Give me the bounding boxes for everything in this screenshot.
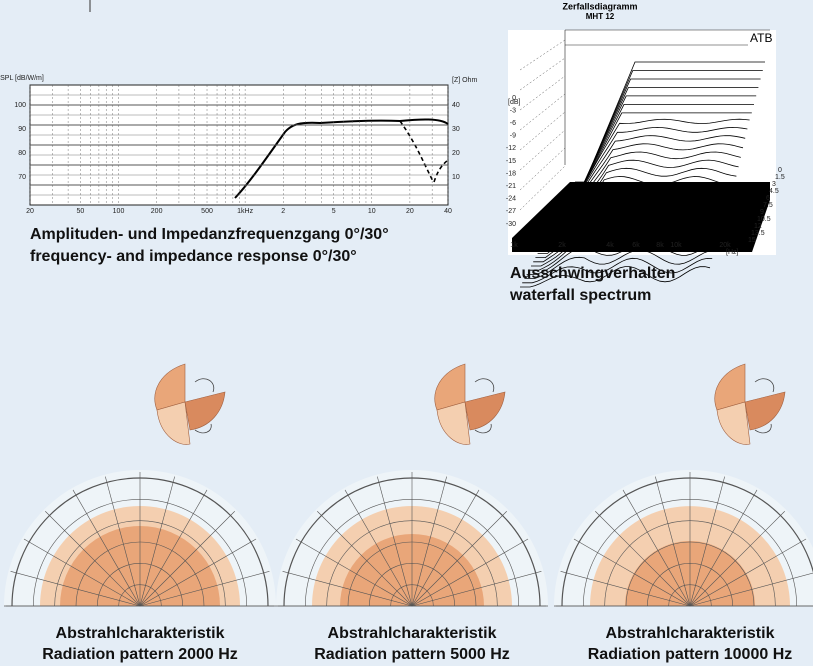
caption: Ausschwingverhalten [510, 265, 675, 282]
caption: Radiation pattern 2000 Hz [42, 646, 238, 663]
y-tick-label: 80 [18, 150, 26, 157]
y-tick-label: -30 [506, 221, 516, 228]
x-tick-label: 4k [606, 242, 614, 249]
time-tick-label: 15 [748, 237, 756, 244]
time-tick-label: 7.5 [763, 202, 773, 209]
title: Zerfallsdiagramm [562, 1, 637, 11]
x-tick-label: 100 [113, 208, 125, 215]
time-tick-label: 0 [778, 167, 782, 174]
y-tick-label: 70 [18, 174, 26, 181]
y-tick-label: -18 [506, 170, 516, 177]
y-axis-label: [dB] [508, 99, 521, 106]
x-tick-label: 6k [632, 242, 640, 249]
caption: Abstrahlcharakteristik [606, 625, 775, 642]
y-tick-label: 100 [14, 102, 26, 109]
x-tick-label: 20 [26, 208, 34, 215]
x-tick-label: 8k [656, 242, 664, 249]
series-label: ATB [750, 31, 772, 45]
time-tick-label: 4.5 [769, 188, 779, 195]
y-tick-label: -21 [506, 183, 516, 190]
y2-tick-label: 40 [452, 102, 460, 109]
caption: Amplituden- und Impedanzfrequenzgang 0°/… [30, 226, 389, 243]
caption: Radiation pattern 10000 Hz [588, 646, 793, 663]
time-tick-label: 6 [766, 195, 770, 202]
subtitle: MHT 12 [586, 12, 615, 21]
y2-axis-label: [Z] Ohm [452, 77, 477, 84]
response-chart: 20 50 100 200 500 1kHz 2 5 10 20 40 100 90 80 70 40 30 20… [0, 75, 477, 215]
caption: Radiation pattern 5000 Hz [314, 646, 510, 663]
y-tick-label: -24 [506, 196, 516, 203]
time-tick-label: 10.5 [757, 216, 771, 223]
time-tick-label: 3 [772, 181, 776, 188]
x-tick-label: 20 [406, 208, 414, 215]
caption: Abstrahlcharakteristik [328, 625, 497, 642]
time-tick-label: 1.5 [775, 174, 785, 181]
x-tick-label: 1kHz [237, 208, 253, 215]
x-tick-label: 2k [558, 242, 566, 249]
waterfall-chart: 0 -3 -6 -9 -12 -15 -18 -21 -24 -27 -30 [dB] 1k 2k 4k 6k… [506, 1, 785, 287]
time-tick-label: 13.5 [751, 230, 765, 237]
y2-tick-label: 20 [452, 150, 460, 157]
x-tick-label: 40 [444, 208, 452, 215]
y-tick-label: -27 [506, 208, 516, 215]
x-tick-label: 2 [281, 208, 285, 215]
time-tick-label: 12 [754, 223, 762, 230]
page: 20501002005001kHz25102040100908070403020… [0, 0, 813, 666]
y-tick-label: -9 [510, 133, 516, 140]
x-tick-label: 200 [151, 208, 163, 215]
y-tick-label: 90 [18, 126, 26, 133]
x-tick-label: 10 [368, 208, 376, 215]
x-unit: [Hz] [726, 249, 739, 256]
caption: waterfall spectrum [509, 287, 651, 304]
time-tick-label: 9 [760, 209, 764, 216]
y-tick-label: -3 [510, 107, 516, 114]
y-tick-label: -12 [506, 145, 516, 152]
x-tick-label: 20k [719, 242, 731, 249]
caption: Abstrahlcharakteristik [56, 625, 225, 642]
x-tick-label: 50 [76, 208, 84, 215]
caption: frequency- and impedance response 0°/30° [30, 248, 357, 265]
x-tick-label: 5 [332, 208, 336, 215]
x-tick-label: 10k [670, 242, 682, 249]
y2-tick-label: 30 [452, 126, 460, 133]
y-tick-label: -6 [510, 120, 516, 127]
x-tick-label: 1k [510, 242, 518, 249]
x-tick-label: 500 [201, 208, 213, 215]
y-axis-label: SPL [dB/W/m] [0, 75, 44, 82]
y-tick-label: -15 [506, 158, 516, 165]
y2-tick-label: 10 [452, 174, 460, 181]
